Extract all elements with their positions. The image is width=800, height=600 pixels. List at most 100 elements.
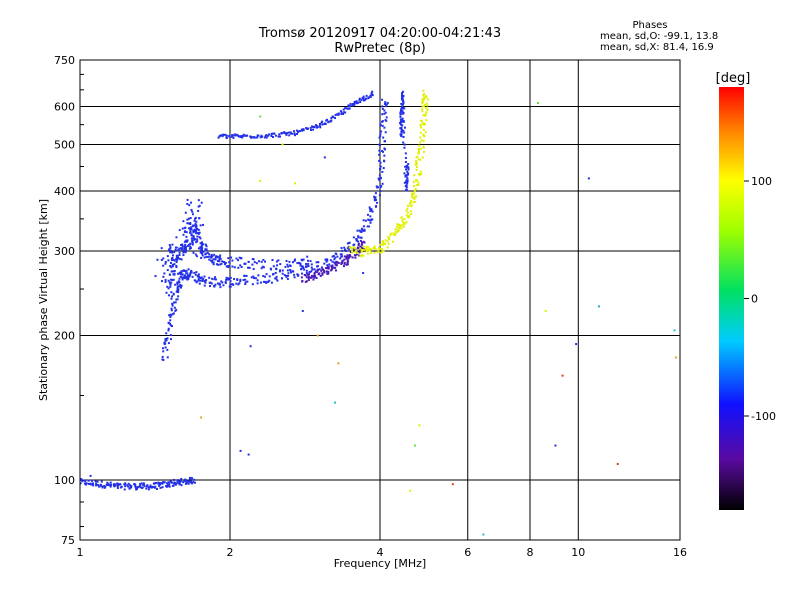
echo-point bbox=[212, 261, 215, 264]
echo-point bbox=[321, 120, 324, 123]
echo-point bbox=[379, 251, 382, 254]
echo-point bbox=[143, 485, 146, 488]
echo-point bbox=[99, 483, 102, 486]
echo-point bbox=[303, 273, 306, 276]
echo-point bbox=[396, 230, 399, 233]
echo-point bbox=[375, 185, 378, 188]
echo-point bbox=[242, 133, 245, 136]
echo-point bbox=[406, 177, 409, 180]
echo-point bbox=[376, 186, 379, 189]
echo-point bbox=[185, 239, 188, 242]
echo-point bbox=[169, 480, 172, 483]
echo-point bbox=[193, 219, 196, 222]
echo-point bbox=[321, 123, 324, 126]
echo-point bbox=[200, 201, 203, 204]
echo-point bbox=[143, 483, 146, 486]
echo-point bbox=[170, 307, 173, 310]
y-tick-label: 200 bbox=[54, 330, 75, 343]
echo-point bbox=[211, 261, 214, 264]
echo-point bbox=[327, 120, 330, 123]
echo-point bbox=[401, 219, 404, 222]
echo-point bbox=[96, 484, 99, 487]
echo-point bbox=[373, 247, 376, 250]
echo-point bbox=[241, 136, 244, 139]
echo-point bbox=[287, 131, 290, 134]
echo-point bbox=[305, 263, 308, 266]
echo-point bbox=[409, 205, 412, 208]
echo-point bbox=[260, 134, 263, 137]
echo-point bbox=[275, 275, 278, 278]
echo-point bbox=[361, 250, 364, 253]
echo-point bbox=[185, 235, 188, 238]
echo-point bbox=[239, 278, 242, 281]
echo-point bbox=[184, 211, 187, 214]
echo-point bbox=[382, 240, 385, 243]
echo-point bbox=[200, 242, 203, 245]
x-tick-label: 10 bbox=[571, 546, 585, 559]
echo-point bbox=[360, 243, 363, 246]
echo-point bbox=[272, 265, 275, 268]
echo-point bbox=[410, 193, 413, 196]
echo-point bbox=[297, 131, 300, 134]
echo-point bbox=[348, 256, 351, 259]
echo-point bbox=[189, 481, 192, 484]
echo-point bbox=[95, 482, 98, 485]
echo-point bbox=[177, 256, 180, 259]
echo-point bbox=[425, 96, 428, 99]
echo-point bbox=[169, 247, 172, 250]
echo-point bbox=[401, 224, 404, 227]
echo-point bbox=[423, 104, 426, 107]
echo-point bbox=[310, 276, 313, 279]
echo-point bbox=[217, 136, 220, 139]
echo-point bbox=[231, 259, 234, 262]
echo-point bbox=[424, 113, 427, 116]
echo-point bbox=[179, 271, 182, 274]
echo-point bbox=[203, 280, 206, 283]
echo-point bbox=[186, 202, 189, 205]
echo-point bbox=[380, 130, 383, 133]
echo-point bbox=[290, 271, 293, 274]
trace-o-mode-e-layer bbox=[79, 476, 196, 491]
echo-point bbox=[175, 236, 178, 239]
echo-point bbox=[139, 484, 142, 487]
scatter-point bbox=[259, 115, 262, 118]
echo-point bbox=[96, 480, 99, 483]
echo-point bbox=[281, 272, 284, 275]
echo-point bbox=[198, 236, 201, 239]
echo-point bbox=[181, 227, 184, 230]
echo-point bbox=[422, 89, 425, 92]
echo-point bbox=[188, 275, 191, 278]
echo-point bbox=[202, 223, 205, 226]
echo-point bbox=[201, 243, 204, 246]
echo-point bbox=[423, 98, 426, 101]
echo-point bbox=[422, 139, 425, 142]
echo-point bbox=[392, 232, 395, 235]
echo-point bbox=[371, 90, 374, 93]
echo-point bbox=[358, 97, 361, 100]
echo-point bbox=[356, 253, 359, 256]
echo-point bbox=[224, 133, 227, 136]
echo-point bbox=[246, 280, 249, 283]
echo-point bbox=[291, 261, 294, 264]
echo-point bbox=[352, 246, 355, 249]
echo-point bbox=[179, 244, 182, 247]
echo-point bbox=[369, 208, 372, 211]
echo-point bbox=[147, 486, 150, 489]
echo-point bbox=[251, 263, 254, 266]
echo-point bbox=[113, 485, 116, 488]
echo-point bbox=[166, 269, 169, 272]
echo-point bbox=[183, 245, 186, 248]
echo-point bbox=[294, 258, 297, 261]
echo-point bbox=[412, 201, 415, 204]
echo-point bbox=[399, 110, 402, 113]
echo-point bbox=[421, 108, 424, 111]
echo-point bbox=[258, 260, 261, 263]
echo-point bbox=[348, 254, 351, 257]
scatter-point bbox=[334, 401, 337, 404]
echo-point bbox=[308, 271, 311, 274]
echo-point bbox=[309, 129, 312, 132]
echo-point bbox=[165, 339, 168, 342]
echo-point bbox=[414, 188, 417, 191]
echo-point bbox=[189, 273, 192, 276]
echo-point bbox=[220, 280, 223, 283]
